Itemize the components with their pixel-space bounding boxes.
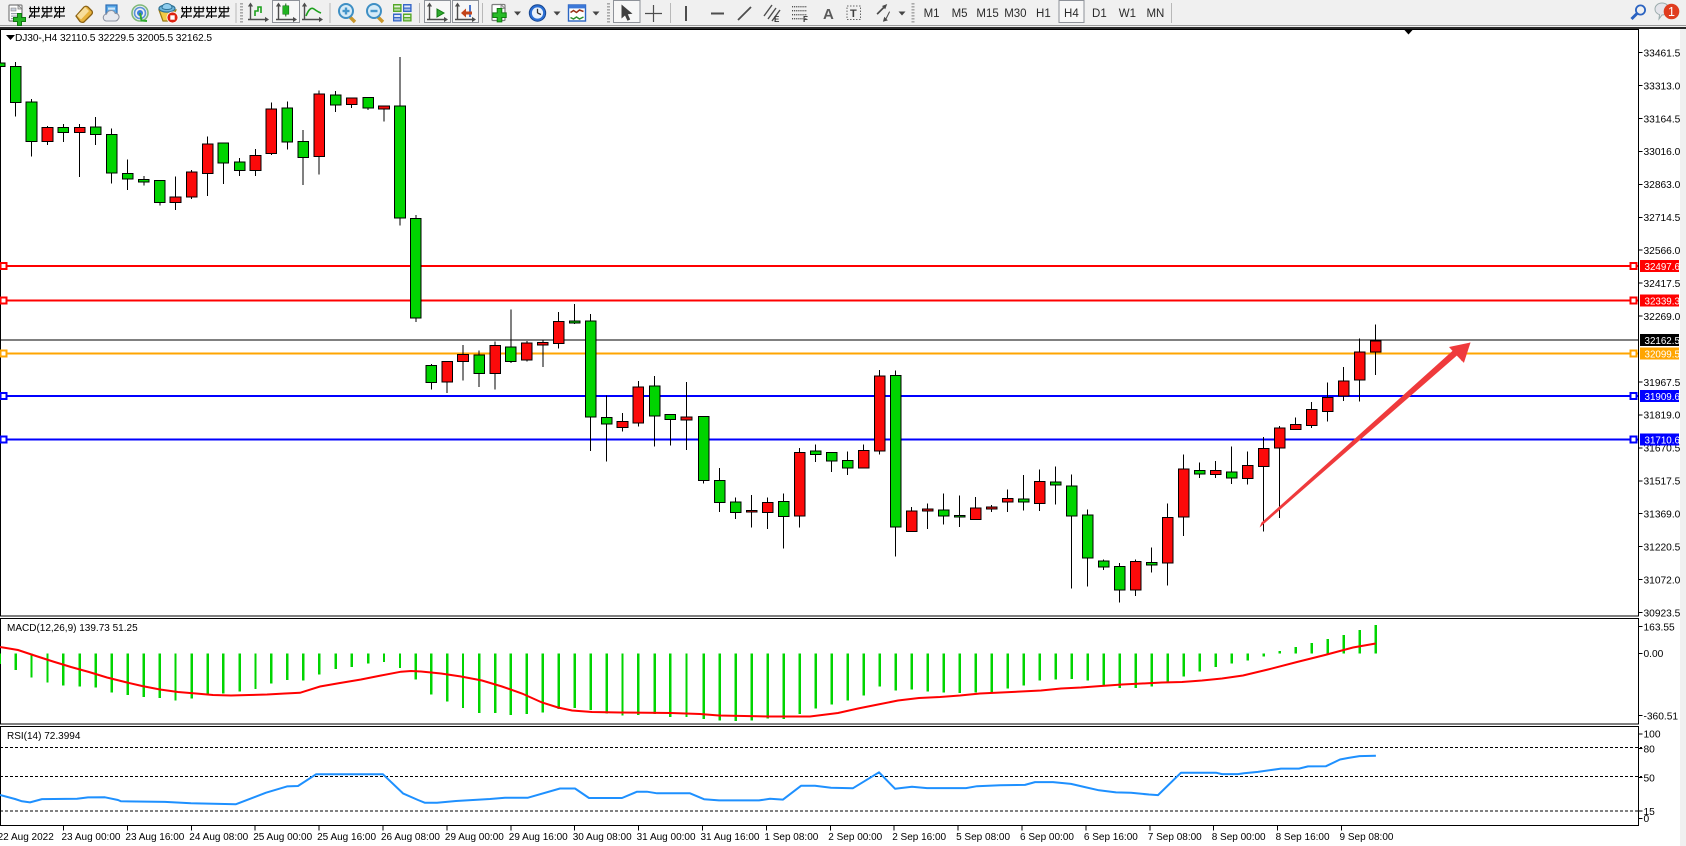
svg-text:6 Sep 16:00: 6 Sep 16:00 [1084,832,1138,843]
svg-text:100: 100 [1644,730,1661,741]
svg-text:M5: M5 [952,8,968,20]
svg-text:W1: W1 [1119,8,1136,20]
svg-text:25 Aug 16:00: 25 Aug 16:00 [317,832,376,843]
svg-text:32497.6: 32497.6 [1645,262,1681,273]
svg-text:6 Sep 00:00: 6 Sep 00:00 [1020,832,1074,843]
svg-text:H4: H4 [1064,8,1079,20]
svg-text:23 Aug 00:00: 23 Aug 00:00 [62,832,121,843]
svg-text:25 Aug 00:00: 25 Aug 00:00 [253,832,312,843]
svg-text:M15: M15 [976,8,998,20]
svg-text:M30: M30 [1004,8,1026,20]
svg-text:29 Aug 16:00: 29 Aug 16:00 [509,832,568,843]
svg-text:9 Sep 08:00: 9 Sep 08:00 [1340,832,1394,843]
svg-text:33164.5: 33164.5 [1644,114,1681,125]
svg-text:M1: M1 [924,8,940,20]
svg-text:7 Sep 08:00: 7 Sep 08:00 [1148,832,1202,843]
svg-text:A: A [823,6,834,23]
svg-text:F: F [803,15,808,24]
svg-text:T: T [850,8,857,20]
svg-text:26 Aug 08:00: 26 Aug 08:00 [381,832,440,843]
svg-text:31710.6: 31710.6 [1645,435,1681,446]
svg-text:31369.0: 31369.0 [1644,510,1681,521]
svg-text:30923.5: 30923.5 [1644,608,1681,619]
svg-text:D1: D1 [1092,8,1107,20]
svg-text:0: 0 [1644,814,1650,825]
svg-text:1 Sep 08:00: 1 Sep 08:00 [764,832,818,843]
svg-text:2 Sep 00:00: 2 Sep 00:00 [828,832,882,843]
svg-text:-360.51: -360.51 [1644,711,1679,722]
svg-text:31670.5: 31670.5 [1644,444,1681,455]
svg-text:33016.0: 33016.0 [1644,147,1681,158]
svg-text:0.00: 0.00 [1644,649,1664,660]
svg-text:31220.5: 31220.5 [1644,542,1681,553]
svg-text:24 Aug 08:00: 24 Aug 08:00 [189,832,248,843]
svg-text:80: 80 [1644,744,1656,755]
svg-text:1: 1 [1668,5,1675,19]
svg-text:32162.5: 32162.5 [1645,336,1681,347]
svg-text:31 Aug 00:00: 31 Aug 00:00 [637,832,696,843]
svg-text:E: E [774,15,780,24]
svg-text:32099.5: 32099.5 [1645,349,1681,360]
svg-text:32269.0: 32269.0 [1644,312,1681,323]
svg-text:23 Aug 16:00: 23 Aug 16:00 [125,832,184,843]
svg-text:MN: MN [1146,8,1164,20]
svg-text:30 Aug 08:00: 30 Aug 08:00 [573,832,632,843]
svg-text:50: 50 [1644,773,1656,784]
svg-text:2 Sep 16:00: 2 Sep 16:00 [892,832,946,843]
svg-text:DJ30-,H4 32110.5 32229.5 3200: DJ30-,H4 32110.5 32229.5 32005.5 32162.5 [15,33,212,44]
svg-text:RSI(14) 72.3994: RSI(14) 72.3994 [7,731,81,742]
svg-text:8 Sep 00:00: 8 Sep 00:00 [1212,832,1266,843]
svg-text:32417.5: 32417.5 [1644,279,1681,290]
svg-text:32339.3: 32339.3 [1645,296,1681,307]
svg-text:33461.5: 33461.5 [1644,48,1681,59]
svg-text:31967.5: 31967.5 [1644,378,1681,389]
svg-text:31 Aug 16:00: 31 Aug 16:00 [701,832,760,843]
svg-text:31909.6: 31909.6 [1645,392,1681,403]
svg-text:32714.5: 32714.5 [1644,213,1681,224]
svg-text:8 Sep 16:00: 8 Sep 16:00 [1276,832,1330,843]
svg-text:MACD(12,26,9) 139.73 51.25: MACD(12,26,9) 139.73 51.25 [7,623,138,634]
svg-text:32566.0: 32566.0 [1644,246,1681,257]
svg-text:5 Sep 08:00: 5 Sep 08:00 [956,832,1010,843]
svg-text:29 Aug 00:00: 29 Aug 00:00 [445,832,504,843]
svg-text:15: 15 [1644,807,1656,818]
svg-text:31819.0: 31819.0 [1644,411,1681,422]
svg-text:22 Aug 2022: 22 Aug 2022 [0,832,54,843]
svg-text:31517.5: 31517.5 [1644,477,1681,488]
svg-text:163.55: 163.55 [1644,622,1675,633]
svg-text:32863.0: 32863.0 [1644,180,1681,191]
svg-text:31072.0: 31072.0 [1644,575,1681,586]
svg-text:H1: H1 [1036,8,1051,20]
svg-text:33313.0: 33313.0 [1644,81,1681,92]
